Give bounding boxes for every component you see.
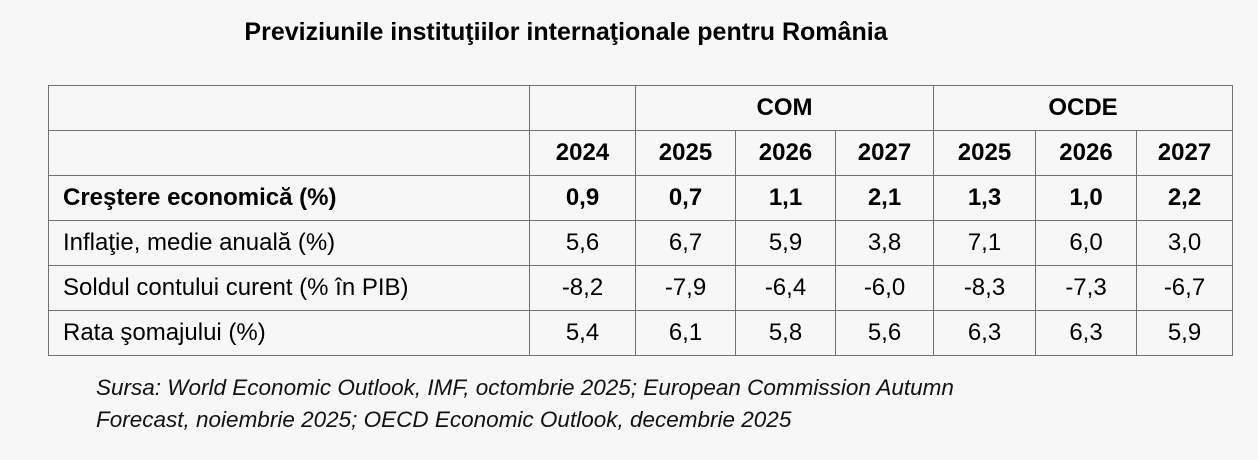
value-cell: 5,9: [735, 220, 836, 266]
source-note: Sursa: World Economic Outlook, IMF, octo…: [96, 372, 954, 436]
table-title: Previziunile instituţiilor internaţional…: [0, 18, 1258, 47]
group-header-ocde: OCDE: [933, 85, 1233, 131]
value-cell: 0,9: [529, 175, 636, 221]
value-cell: 1,3: [933, 175, 1036, 221]
value-cell: 5,4: [529, 310, 636, 356]
forecast-table: COM OCDE 2024 2025 2026 2027 2025 2026 2…: [48, 85, 1233, 356]
value-cell: -8,3: [933, 265, 1036, 311]
year-header: 2026: [735, 130, 836, 176]
year-header-row: 2024 2025 2026 2027 2025 2026 2027: [48, 130, 1233, 176]
table-row: Creştere economică (%) 0,9 0,7 1,1 2,1 1…: [48, 175, 1233, 221]
value-cell: 6,3: [933, 310, 1036, 356]
source-line: Sursa: World Economic Outlook, IMF, octo…: [96, 375, 954, 400]
value-cell: 5,6: [529, 220, 636, 266]
year-header: 2025: [933, 130, 1036, 176]
year-corner-cell: [48, 130, 530, 176]
group-header-row: COM OCDE: [48, 85, 1233, 131]
value-cell: 2,1: [835, 175, 934, 221]
value-cell: -7,9: [635, 265, 736, 311]
value-cell: 3,0: [1136, 220, 1233, 266]
row-label: Soldul contului curent (% în PIB): [48, 265, 530, 311]
value-cell: 6,1: [635, 310, 736, 356]
year-header: 2027: [1136, 130, 1233, 176]
value-cell: -8,2: [529, 265, 636, 311]
year-header: 2027: [835, 130, 934, 176]
value-cell: 5,6: [835, 310, 934, 356]
table-row: Soldul contului curent (% în PIB) -8,2 -…: [48, 265, 1233, 311]
row-label: Inflaţie, medie anuală (%): [48, 220, 530, 266]
value-cell: 1,1: [735, 175, 836, 221]
value-cell: 5,9: [1136, 310, 1233, 356]
table-row: Inflaţie, medie anuală (%) 5,6 6,7 5,9 3…: [48, 220, 1233, 266]
table-title-text: Previziunile instituţiilor internaţional…: [244, 18, 888, 46]
group-header-com: COM: [635, 85, 934, 131]
table-row: Rata şomajului (%) 5,4 6,1 5,8 5,6 6,3 6…: [48, 310, 1233, 356]
value-cell: 6,3: [1035, 310, 1137, 356]
row-label: Rata şomajului (%): [48, 310, 530, 356]
corner-cell: [48, 85, 530, 131]
value-cell: 1,0: [1035, 175, 1137, 221]
year-header: 2024: [529, 130, 636, 176]
year-header: 2025: [635, 130, 736, 176]
value-cell: -7,3: [1035, 265, 1137, 311]
row-label: Creştere economică (%): [48, 175, 530, 221]
value-cell: 0,7: [635, 175, 736, 221]
value-cell: -6,4: [735, 265, 836, 311]
value-cell: 6,7: [635, 220, 736, 266]
value-cell: 2,2: [1136, 175, 1233, 221]
value-cell: 5,8: [735, 310, 836, 356]
value-cell: 3,8: [835, 220, 934, 266]
empty-group-cell: [529, 85, 636, 131]
value-cell: 7,1: [933, 220, 1036, 266]
value-cell: 6,0: [1035, 220, 1137, 266]
year-header: 2026: [1035, 130, 1137, 176]
value-cell: -6,0: [835, 265, 934, 311]
source-line: Forecast, noiembrie 2025; OECD Economic …: [96, 407, 792, 432]
value-cell: -6,7: [1136, 265, 1233, 311]
